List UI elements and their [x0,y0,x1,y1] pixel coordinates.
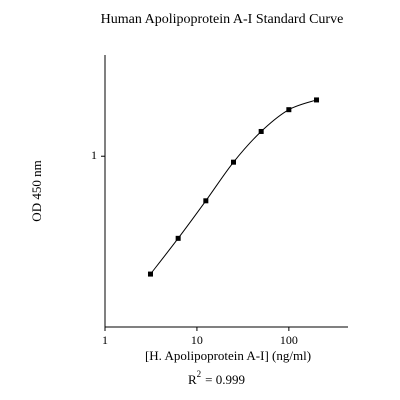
x-tick-label: 1 [102,333,108,347]
y-axis-label: OD 450 nm [29,160,44,221]
x-tick-label: 10 [191,333,203,347]
x-axis-label: [H. Apolipoprotein A-I] (ng/ml) [145,348,311,363]
curve [150,99,317,275]
annotation: R2 = 0.999 [188,369,245,387]
data-point [175,235,181,241]
annotation-text: = 0.999 [205,372,245,387]
chart-title: Human Apolipoprotein A-I Standard Curve [101,12,344,27]
data-point [231,159,237,165]
annotation-superscript: 2 [197,369,202,379]
data-point [258,128,264,134]
annotation-base: R [188,372,197,387]
data-point [203,198,209,204]
x-tick-label: 100 [280,333,298,347]
data-point [314,97,320,103]
data-point [147,271,153,277]
y-tick-label: 1 [91,148,97,162]
data-point [286,107,292,113]
